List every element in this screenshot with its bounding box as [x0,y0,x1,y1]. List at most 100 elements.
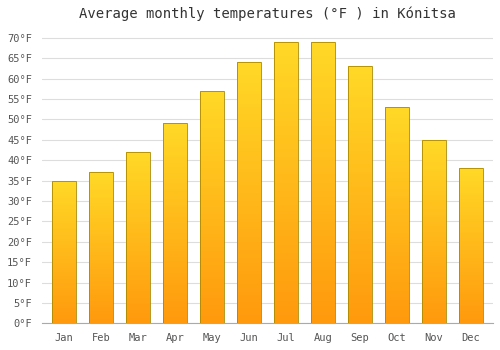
Bar [237,135,261,138]
Bar [459,300,483,302]
Bar [52,321,76,322]
Bar [385,113,409,116]
Bar [52,198,76,199]
Bar [274,129,298,132]
Bar [311,138,335,140]
Bar [237,216,261,219]
Bar [163,231,187,233]
Bar [385,131,409,133]
Bar [89,299,113,301]
Bar [311,197,335,199]
Bar [89,245,113,246]
Bar [422,198,446,200]
Bar [126,257,150,258]
Bar [459,221,483,223]
Bar [126,232,150,234]
Bar [422,301,446,303]
Bar [126,270,150,272]
Bar [89,322,113,323]
Bar [422,163,446,166]
Bar [89,296,113,297]
Bar [459,308,483,309]
Bar [385,230,409,232]
Bar [385,298,409,300]
Bar [89,319,113,320]
Bar [163,221,187,223]
Bar [311,146,335,149]
Bar [311,42,335,323]
Bar [422,314,446,316]
Bar [163,211,187,214]
Bar [274,44,298,48]
Bar [126,239,150,241]
Bar [163,189,187,191]
Bar [385,198,409,200]
Bar [459,246,483,247]
Bar [274,307,298,309]
Bar [200,202,224,205]
Bar [311,228,335,230]
Bar [89,320,113,322]
Bar [89,190,113,192]
Bar [200,126,224,128]
Bar [126,277,150,279]
Bar [200,147,224,149]
Bar [385,174,409,176]
Bar [237,318,261,321]
Bar [89,307,113,308]
Bar [237,122,261,125]
Bar [52,232,76,233]
Bar [163,295,187,298]
Bar [163,259,187,261]
Bar [237,247,261,250]
Bar [52,212,76,214]
Bar [237,86,261,88]
Bar [311,50,335,53]
Bar [348,94,372,97]
Bar [52,319,76,321]
Bar [200,260,224,263]
Bar [422,151,446,153]
Bar [237,292,261,295]
Bar [126,255,150,257]
Bar [385,226,409,228]
Bar [385,166,409,168]
Bar [200,295,224,298]
Bar [422,290,446,292]
Bar [311,53,335,56]
Bar [52,236,76,238]
Bar [237,308,261,310]
Bar [163,243,187,245]
Bar [200,112,224,114]
Bar [385,280,409,282]
Bar [348,264,372,267]
Bar [311,270,335,273]
Bar [237,245,261,247]
Bar [200,188,224,191]
Bar [274,62,298,64]
Bar [422,270,446,272]
Bar [459,264,483,266]
Bar [422,237,446,239]
Bar [89,240,113,242]
Bar [348,102,372,105]
Bar [422,318,446,320]
Bar [385,237,409,239]
Bar [459,244,483,246]
Bar [163,263,187,265]
Bar [422,182,446,184]
Bar [422,195,446,197]
Bar [274,95,298,98]
Bar [200,158,224,161]
Bar [163,225,187,228]
Bar [200,233,224,235]
Bar [459,195,483,196]
Bar [200,161,224,163]
Bar [459,212,483,213]
Bar [274,56,298,59]
Bar [459,168,483,170]
Bar [422,320,446,322]
Bar [348,105,372,107]
Bar [311,318,335,321]
Bar [459,283,483,285]
